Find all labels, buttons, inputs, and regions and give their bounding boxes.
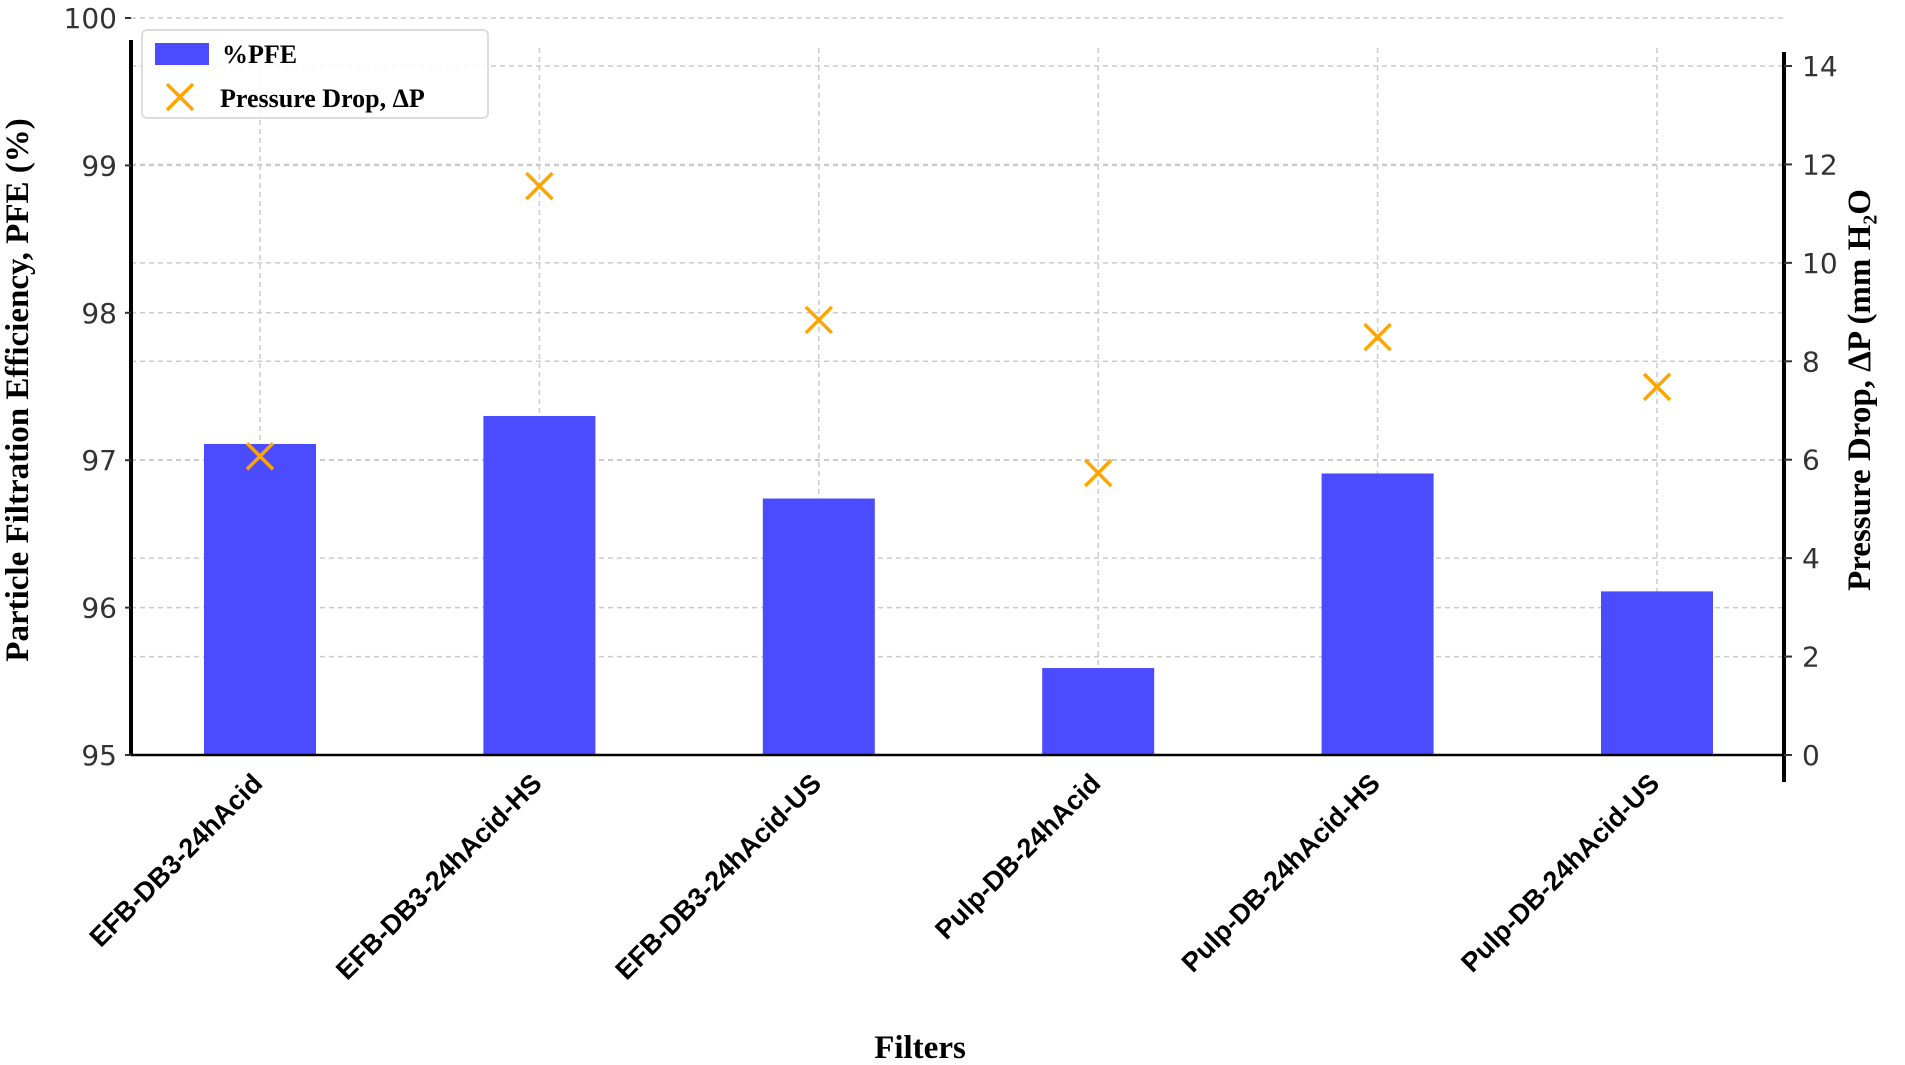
x-tick-label: Pulp-DB-24hAcid-HS (1176, 768, 1386, 978)
y2-tick-label: 0 (1802, 739, 1820, 772)
legend-x-stroke (165, 82, 195, 112)
marker-stroke (1363, 322, 1392, 352)
legend-bar-swatch (155, 43, 209, 65)
y2-tick-label: 10 (1802, 247, 1838, 280)
bar (1321, 473, 1434, 755)
pressure-marker (1363, 322, 1392, 352)
pressure-marker (804, 305, 834, 335)
x-tick-label: Pulp-DB-24hAcid-US (1455, 768, 1665, 978)
x-tick-label: EFB-DB3-24hAcid-HS (330, 768, 547, 985)
x-tick-label: EFB-DB3-24hAcid (84, 768, 269, 953)
axes: 95 96 97 98 99 100 0 2 4 6 8 10 12 14 EFB-DB3-24hAcid E… (64, 2, 1838, 985)
y2-tick-label: 2 (1802, 641, 1820, 674)
pressure-marker (525, 171, 554, 201)
y2-tick-label: 6 (1802, 444, 1820, 477)
y-tick-label: 97 (81, 444, 117, 477)
bar (762, 498, 875, 755)
y2-axis-label: Pressure Drop, ΔP (mm H₂O (1842, 189, 1878, 591)
pressure-marker (245, 442, 275, 471)
y-axis-label: Particle Filtration Efficiency, PFE (%) (0, 118, 36, 661)
legend: %PFE Pressure Drop, ΔP (141, 29, 489, 119)
marker-stroke (165, 82, 195, 112)
y2-tick-label: 14 (1802, 50, 1838, 83)
y2-tick-label: 4 (1802, 542, 1820, 575)
markers (245, 171, 1672, 488)
bar (483, 415, 596, 755)
y-tick-label: 100 (64, 2, 117, 35)
bar (1042, 668, 1155, 755)
x-tick-label: Pulp-DB-24hAcid (929, 768, 1106, 945)
legend-box (141, 29, 489, 119)
pressure-marker (1642, 372, 1672, 402)
legend-label-pfe: %PFE (222, 40, 297, 69)
marker-stroke (804, 305, 834, 335)
y-tick-label: 99 (81, 149, 117, 182)
marker-stroke (525, 171, 554, 201)
y2-tick-label: 12 (1802, 148, 1838, 181)
y-tick-label: 96 (81, 592, 117, 625)
y-tick-label: 95 (81, 739, 117, 772)
y-tick-label: 98 (81, 297, 117, 330)
bars (204, 415, 1713, 755)
bar (204, 443, 316, 755)
x-tick-label: EFB-DB3-24hAcid-US (610, 768, 827, 985)
bar (1601, 591, 1713, 755)
marker-stroke (1642, 372, 1672, 402)
x-axis-label: Filters (874, 1030, 966, 1065)
marker-stroke (1083, 458, 1113, 488)
marker-stroke (245, 442, 275, 471)
pressure-marker (1083, 458, 1113, 488)
legend-label-pressure: Pressure Drop, ΔP (220, 84, 425, 113)
y2-tick-label: 8 (1802, 345, 1820, 378)
grid (131, 17, 1784, 756)
legend-x-marker-icon (165, 82, 195, 112)
